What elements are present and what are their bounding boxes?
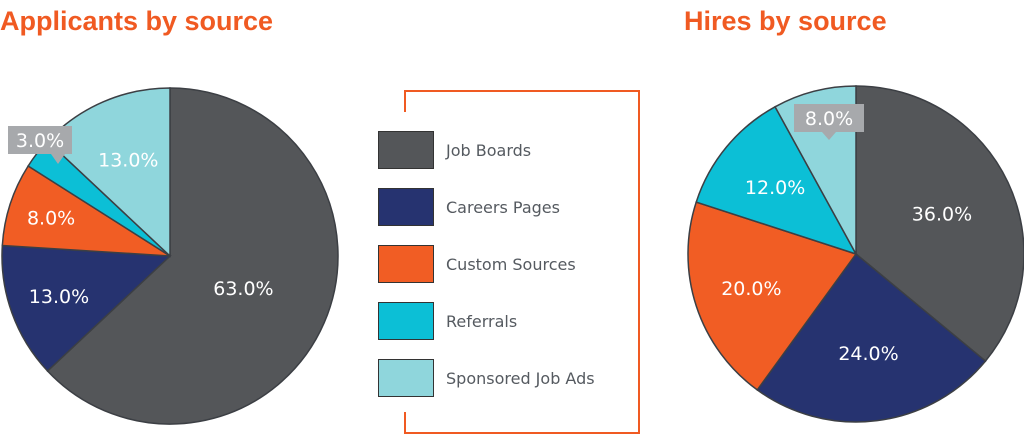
pie-slice-referrals <box>695 105 858 256</box>
legend-frame-right <box>638 90 640 434</box>
pie-chart-hires: 36.0% 24.0% 20.0% 12.0% 8.0% <box>687 85 1024 423</box>
legend-swatch <box>378 188 434 226</box>
data-label: 24.0% <box>838 343 898 365</box>
callout-box <box>8 126 72 164</box>
pie-slice-custom-sources <box>687 201 858 391</box>
chart-title-applicants: Applicants by source <box>0 6 274 36</box>
legend-item-job-boards: Job Boards <box>378 130 638 170</box>
data-label: 8.0% <box>805 108 853 130</box>
legend-swatch <box>378 131 434 169</box>
data-label: 20.0% <box>721 278 781 300</box>
data-label: 13.0% <box>29 286 89 308</box>
legend-item-custom-sources: Custom Sources <box>378 244 638 284</box>
data-label: 12.0% <box>745 177 805 199</box>
legend-label: Job Boards <box>446 140 532 160</box>
legend-swatch <box>378 359 434 397</box>
legend-frame-left-bottom <box>404 412 406 434</box>
legend-item-referrals: Referrals <box>378 301 638 341</box>
pie-slice-careers-pages <box>1 244 172 373</box>
legend-frame <box>404 90 640 434</box>
legend-item-careers-pages: Careers Pages <box>378 187 638 227</box>
data-label: 8.0% <box>27 207 75 229</box>
legend-frame-top <box>404 90 640 92</box>
legend-label: Referrals <box>446 311 518 331</box>
legend: Job Boards Careers Pages Custom Sources … <box>378 130 638 415</box>
legend-swatch <box>378 245 434 283</box>
chart-title-hires: Hires by source <box>684 6 887 36</box>
legend-item-sponsored-job-ads: Sponsored Job Ads <box>378 358 638 398</box>
pie-slice-careers-pages <box>756 252 987 423</box>
pie-chart-applicants: 63.0% 13.0% 8.0% 3.0% 13.0% <box>1 87 339 425</box>
data-label: 63.0% <box>213 278 273 300</box>
data-label: 13.0% <box>98 150 158 172</box>
legend-frame-left-top <box>404 90 406 112</box>
data-label: 36.0% <box>912 204 972 226</box>
data-label: 3.0% <box>16 130 64 152</box>
pie-slice-job-boards <box>46 87 339 425</box>
legend-label: Custom Sources <box>446 254 576 274</box>
legend-swatch <box>378 302 434 340</box>
legend-label: Sponsored Job Ads <box>446 368 595 388</box>
pie-slice-job-boards <box>855 85 1024 363</box>
callout-referrals: 3.0% <box>8 126 72 164</box>
legend-label: Careers Pages <box>446 197 560 217</box>
callout-sponsored-job-ads: 8.0% <box>794 104 864 140</box>
callout-box <box>794 104 864 140</box>
legend-frame-bottom <box>404 432 640 434</box>
